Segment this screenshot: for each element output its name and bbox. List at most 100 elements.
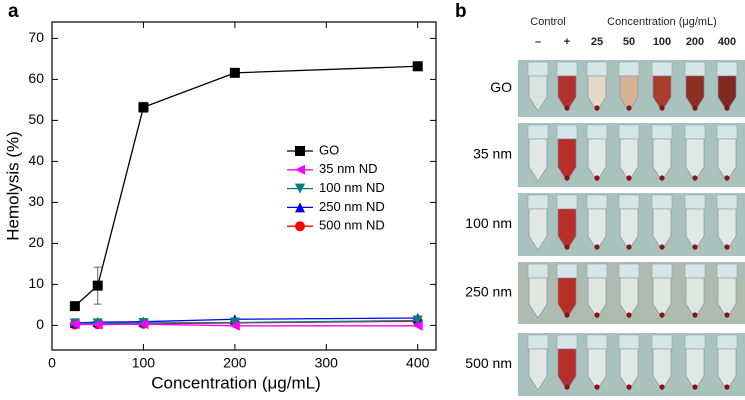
pellet bbox=[692, 312, 698, 318]
tube-cap bbox=[716, 334, 738, 350]
tube bbox=[619, 277, 639, 319]
tube bbox=[557, 348, 577, 391]
column-label: 200 bbox=[686, 36, 704, 48]
legend-label: GO bbox=[319, 142, 339, 157]
tube bbox=[587, 75, 607, 112]
marker bbox=[138, 102, 149, 113]
y-tick-label: 10 bbox=[28, 275, 44, 291]
pellet bbox=[724, 312, 730, 318]
pellet bbox=[564, 384, 570, 390]
marker bbox=[92, 280, 103, 291]
marker bbox=[229, 317, 240, 328]
tube-cap bbox=[586, 194, 608, 210]
tube bbox=[528, 348, 548, 391]
column-label: 50 bbox=[623, 36, 635, 48]
column-label: – bbox=[535, 36, 541, 48]
tube bbox=[619, 208, 639, 251]
column-label: 100 bbox=[653, 36, 671, 48]
pellet bbox=[659, 105, 665, 111]
panel-label: a bbox=[8, 1, 19, 22]
tube-cap bbox=[716, 61, 738, 77]
tube bbox=[652, 277, 672, 319]
y-axis-label: Hemolysis (%) bbox=[3, 131, 22, 241]
tube bbox=[587, 348, 607, 391]
tube bbox=[685, 348, 705, 391]
y-tick-label: 20 bbox=[28, 234, 44, 250]
pellet bbox=[626, 175, 632, 181]
marker bbox=[69, 301, 80, 312]
group-label: Control bbox=[530, 16, 565, 28]
tube-cap bbox=[586, 263, 608, 279]
pellet bbox=[626, 244, 632, 250]
tube-cap bbox=[651, 263, 673, 279]
panel-label: b bbox=[455, 1, 467, 22]
tube-cap bbox=[527, 263, 549, 279]
tube-cap bbox=[651, 194, 673, 210]
legend-label: 35 nm ND bbox=[319, 161, 378, 176]
pellet bbox=[564, 244, 570, 250]
legend-label: 100 nm ND bbox=[319, 180, 385, 195]
tube-cap bbox=[586, 124, 608, 140]
x-tick-label: 100 bbox=[132, 355, 156, 371]
row-label: 35 nm bbox=[473, 146, 512, 162]
pellet bbox=[724, 384, 730, 390]
tube bbox=[557, 208, 577, 251]
x-tick-label: 400 bbox=[406, 355, 430, 371]
row-label: 500 nm bbox=[465, 355, 512, 371]
tube bbox=[587, 138, 607, 182]
tube-cap bbox=[684, 61, 706, 77]
pellet bbox=[659, 175, 665, 181]
tube bbox=[652, 348, 672, 391]
tube bbox=[685, 277, 705, 319]
legend-label: 500 nm ND bbox=[319, 218, 385, 233]
tube bbox=[652, 208, 672, 251]
y-tick-label: 30 bbox=[28, 193, 44, 209]
tube-cap bbox=[618, 194, 640, 210]
tube-cap bbox=[586, 61, 608, 77]
row-label: 100 nm bbox=[465, 215, 512, 231]
column-label: + bbox=[564, 36, 570, 48]
marker bbox=[412, 320, 423, 331]
x-tick-label: 0 bbox=[48, 355, 56, 371]
tube bbox=[685, 138, 705, 182]
tube bbox=[619, 138, 639, 182]
tube-cap bbox=[716, 124, 738, 140]
tube bbox=[557, 75, 577, 112]
tube bbox=[685, 208, 705, 251]
x-tick-label: 300 bbox=[315, 355, 339, 371]
tube-cap bbox=[556, 194, 578, 210]
tube-cap bbox=[684, 263, 706, 279]
marker bbox=[69, 319, 80, 330]
tube-cap bbox=[586, 334, 608, 350]
pellet bbox=[724, 105, 730, 111]
pellet bbox=[626, 384, 632, 390]
plot-frame bbox=[51, 21, 437, 351]
marker bbox=[295, 221, 305, 232]
pellet bbox=[692, 384, 698, 390]
pellet bbox=[564, 312, 570, 318]
pellet bbox=[659, 384, 665, 390]
tube bbox=[652, 138, 672, 182]
tube-cap bbox=[556, 334, 578, 350]
tube bbox=[619, 75, 639, 112]
pellet bbox=[659, 312, 665, 318]
tube-cap bbox=[716, 263, 738, 279]
tube-cap bbox=[527, 124, 549, 140]
tube-cap bbox=[618, 124, 640, 140]
tube-cap bbox=[684, 124, 706, 140]
tube bbox=[557, 277, 577, 319]
tube-cap bbox=[684, 334, 706, 350]
tube-cap bbox=[527, 334, 549, 350]
tube bbox=[717, 348, 737, 391]
marker bbox=[229, 320, 240, 331]
tube bbox=[557, 138, 577, 182]
tube-cap bbox=[556, 124, 578, 140]
marker bbox=[412, 315, 423, 326]
pellet bbox=[594, 175, 600, 181]
x-tick-label: 200 bbox=[223, 355, 247, 371]
pellet bbox=[594, 312, 600, 318]
tube-cap bbox=[556, 263, 578, 279]
x-axis-label: Concentration (μg/mL) bbox=[151, 373, 320, 392]
tube bbox=[717, 138, 737, 182]
pellet bbox=[594, 244, 600, 250]
